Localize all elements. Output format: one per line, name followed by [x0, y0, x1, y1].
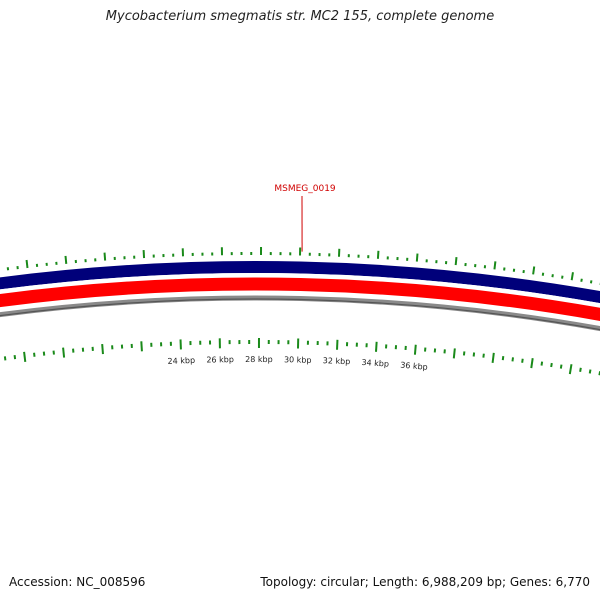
scale-minor-tick: [551, 363, 552, 367]
scale-minor-tick: [561, 365, 562, 369]
scale-major-tick: [570, 364, 572, 374]
scale-labels: 24 kbp 26 kbp 28 kbp 30 kbp 32 kbp 34 kbp 36 k…: [167, 355, 428, 372]
scale-major-tick: [141, 341, 142, 351]
accession-text: Accession: NC_008596: [9, 575, 145, 589]
scale-label: 32 kbp: [323, 356, 351, 366]
outer-major-tick: [572, 272, 573, 280]
scale-major-tick: [531, 358, 532, 368]
gene-callout-label[interactable]: MSMEG_0019: [274, 184, 336, 194]
scale-label: 30 kbp: [284, 355, 312, 365]
outer-major-tick: [417, 254, 418, 262]
scale-major-tick: [24, 352, 25, 362]
outer-major-tick: [105, 253, 106, 261]
genome-summary-text: Topology: circular; Length: 6,988,209 bp…: [260, 575, 590, 589]
scale-major-tick: [63, 348, 64, 358]
scale-minor-tick: [580, 368, 581, 372]
scale-minor-tick: [15, 355, 16, 359]
scale-label: 34 kbp: [361, 358, 389, 369]
scale-minor-tick: [590, 370, 591, 374]
scale-minor-tick: [542, 362, 543, 366]
outer-major-tick: [494, 261, 495, 269]
outer-major-tick: [533, 266, 534, 274]
scale-minor-tick: [503, 356, 504, 360]
scale-minor-tick: [512, 357, 513, 361]
scale-label: 24 kbp: [167, 356, 195, 366]
scale-label: 28 kbp: [245, 355, 273, 364]
scale-label: 36 kbp: [400, 361, 428, 372]
scale-major-tick: [493, 353, 494, 363]
outer-major-tick: [456, 257, 457, 265]
scale-minor-tick: [522, 359, 523, 363]
outer-minor-tick: [591, 280, 592, 283]
scale-label: 26 kbp: [206, 355, 234, 365]
scale-minor-tick: [5, 356, 6, 360]
outer-major-tick: [27, 260, 28, 268]
scale-major-tick: [102, 344, 103, 354]
outer-major-tick: [66, 256, 67, 264]
scale-major-tick: [454, 348, 455, 358]
scale-major-tick: [415, 345, 416, 355]
scale-major-tick: [376, 342, 377, 352]
